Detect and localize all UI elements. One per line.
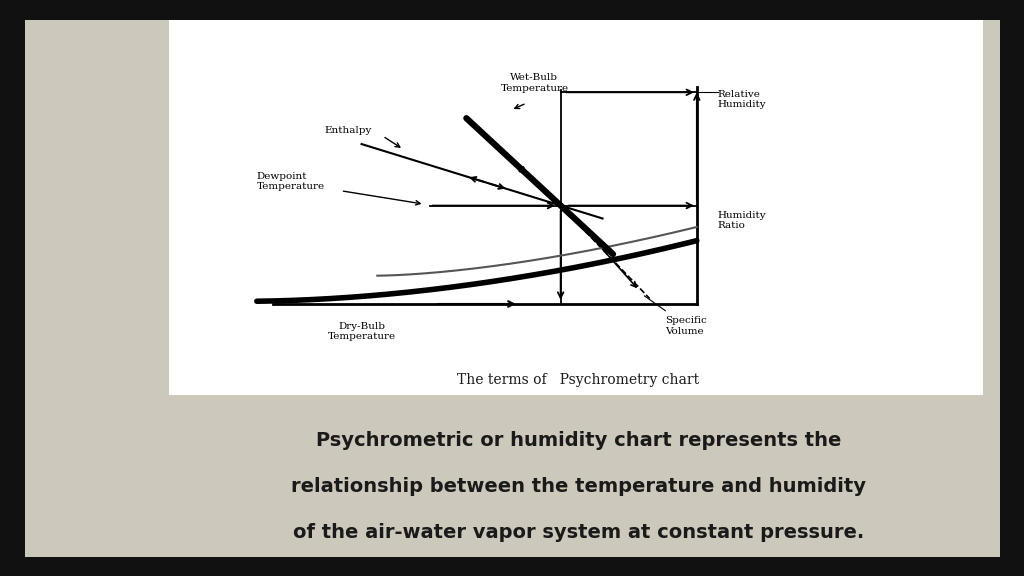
Text: Wet-Bulb
Temperature: Wet-Bulb Temperature xyxy=(501,73,568,93)
Text: relationship between the temperature and humidity: relationship between the temperature and… xyxy=(291,478,866,496)
Text: of the air-water vapor system at constant pressure.: of the air-water vapor system at constan… xyxy=(293,524,864,542)
Text: Relative
Humidity: Relative Humidity xyxy=(718,90,766,109)
Text: Dry-Bulb
Temperature: Dry-Bulb Temperature xyxy=(328,321,395,341)
Text: Dewpoint
Temperature: Dewpoint Temperature xyxy=(257,172,325,191)
Text: Psychrometric or humidity chart represents the: Psychrometric or humidity chart represen… xyxy=(315,431,842,450)
Text: Enthalpy: Enthalpy xyxy=(325,126,373,135)
Text: Specific
Volume: Specific Volume xyxy=(666,316,708,335)
Text: The terms of   Psychrometry chart: The terms of Psychrometry chart xyxy=(458,373,699,387)
Bar xyxy=(169,17,983,395)
Text: Humidity
Ratio: Humidity Ratio xyxy=(718,211,766,230)
